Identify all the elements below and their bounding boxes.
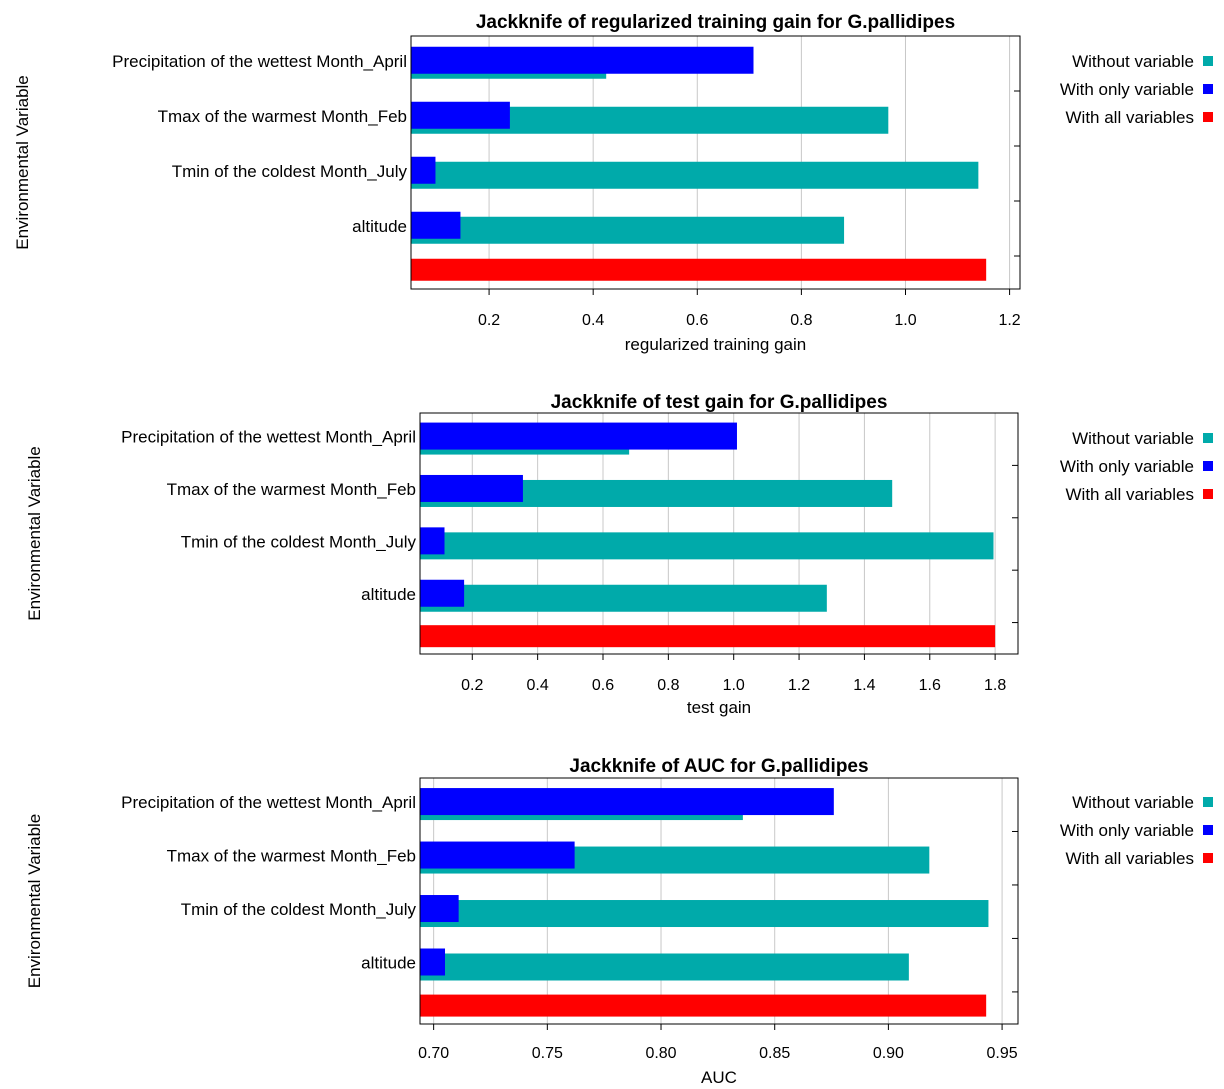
x-tick-label: 0.2 xyxy=(461,677,483,694)
legend-label: With all variables xyxy=(1066,108,1195,127)
category-label: altitude xyxy=(361,585,416,604)
category-label: Tmin of the coldest Month_July xyxy=(181,532,417,551)
bar-with-only-variable xyxy=(420,527,445,555)
category-label: Precipitation of the wettest Month_April xyxy=(112,52,407,71)
x-tick-label: 0.70 xyxy=(418,1045,449,1062)
bar-with-only-variable xyxy=(420,422,737,450)
x-tick-label: 0.6 xyxy=(592,677,614,694)
x-tick-label: 1.4 xyxy=(853,677,875,694)
x-tick-label: 0.4 xyxy=(582,312,604,329)
chart-title: Jackknife of test gain for G.pallidipes xyxy=(551,392,888,413)
bar-with-only-variable xyxy=(411,211,461,239)
x-axis-label: test gain xyxy=(687,698,751,717)
category-label: altitude xyxy=(361,954,416,973)
legend-swatch xyxy=(1203,461,1213,471)
bar-all-variables xyxy=(411,258,987,281)
bar-all-variables xyxy=(420,994,987,1017)
chart-panel-3: Jackknife of AUC for G.pallidipes Precipi… xyxy=(25,756,1213,1087)
legend-swatch xyxy=(1203,825,1213,835)
legend-label: Without variable xyxy=(1072,429,1194,448)
category-label: Tmin of the coldest Month_July xyxy=(172,162,408,181)
category-label: Tmin of the coldest Month_July xyxy=(181,900,417,919)
y-axis-label: Environmental Variable xyxy=(25,446,44,621)
bar-without-variable xyxy=(420,900,989,928)
x-tick-label: 0.80 xyxy=(645,1045,676,1062)
category-label: Tmax of the warmest Month_Feb xyxy=(158,107,407,126)
legend-swatch xyxy=(1203,853,1213,863)
x-tick-label: 1.0 xyxy=(894,312,916,329)
category-label: altitude xyxy=(352,217,407,236)
legend-swatch xyxy=(1203,489,1213,499)
legend-swatch xyxy=(1203,112,1213,122)
bar-without-variable xyxy=(420,584,827,612)
bar-without-variable xyxy=(420,953,909,981)
bar-without-variable xyxy=(411,161,979,189)
plot-frame xyxy=(410,35,1021,290)
x-tick-label: 1.2 xyxy=(788,677,810,694)
category-label: Tmax of the warmest Month_Feb xyxy=(167,480,416,499)
chart-title: Jackknife of regularized training gain f… xyxy=(476,12,955,33)
x-tick-label: 1.0 xyxy=(723,677,745,694)
x-tick-label: 1.2 xyxy=(998,312,1020,329)
bar-without-variable xyxy=(420,532,994,560)
bar-without-variable xyxy=(411,216,845,244)
x-axis-label: AUC xyxy=(701,1068,737,1087)
bar-with-only-variable xyxy=(411,156,436,184)
x-tick-label: 1.6 xyxy=(919,677,941,694)
legend-label: With all variables xyxy=(1066,485,1195,504)
x-tick-label: 0.4 xyxy=(527,677,549,694)
legend-label: With only variable xyxy=(1060,80,1194,99)
x-tick-label: 0.8 xyxy=(657,677,679,694)
x-tick-label: 0.85 xyxy=(759,1045,790,1062)
x-tick-label: 0.95 xyxy=(987,1045,1018,1062)
plot-frame xyxy=(419,412,1019,655)
x-tick-label: 0.90 xyxy=(873,1045,904,1062)
x-tick-label: 0.2 xyxy=(478,312,500,329)
bar-with-only-variable xyxy=(411,101,510,129)
legend-label: With all variables xyxy=(1066,849,1195,868)
y-axis-label: Environmental Variable xyxy=(13,75,32,250)
legend-swatch xyxy=(1203,84,1213,94)
x-tick-label: 1.8 xyxy=(984,677,1006,694)
x-tick-label: 0.8 xyxy=(790,312,812,329)
bar-with-only-variable xyxy=(411,46,754,74)
bar-with-only-variable xyxy=(420,474,523,502)
legend-label: With only variable xyxy=(1060,457,1194,476)
legend-swatch xyxy=(1203,433,1213,443)
category-label: Tmax of the warmest Month_Feb xyxy=(167,847,416,866)
legend-label: Without variable xyxy=(1072,793,1194,812)
category-label: Precipitation of the wettest Month_April xyxy=(121,428,416,447)
x-axis-label: regularized training gain xyxy=(625,335,806,354)
bar-all-variables xyxy=(420,625,996,648)
legend-swatch xyxy=(1203,797,1213,807)
x-tick-label: 0.6 xyxy=(686,312,708,329)
legend-swatch xyxy=(1203,56,1213,66)
legend-label: Without variable xyxy=(1072,52,1194,71)
bar-with-only-variable xyxy=(420,788,834,816)
bar-with-only-variable xyxy=(420,895,459,923)
y-axis-label: Environmental Variable xyxy=(25,814,44,989)
legend-label: With only variable xyxy=(1060,821,1194,840)
bar-with-only-variable xyxy=(420,579,465,607)
category-label: Precipitation of the wettest Month_April xyxy=(121,793,416,812)
bar-with-only-variable xyxy=(420,948,446,976)
plot-frame xyxy=(419,777,1019,1025)
chart-panel-1: Jackknife of regularized training gain f… xyxy=(13,12,1213,354)
x-tick-label: 0.75 xyxy=(532,1045,563,1062)
bar-with-only-variable xyxy=(420,841,575,869)
chart-panel-2: Jackknife of test gain for G.pallidipes P… xyxy=(25,392,1213,717)
chart-title: Jackknife of AUC for G.pallidipes xyxy=(569,756,868,777)
